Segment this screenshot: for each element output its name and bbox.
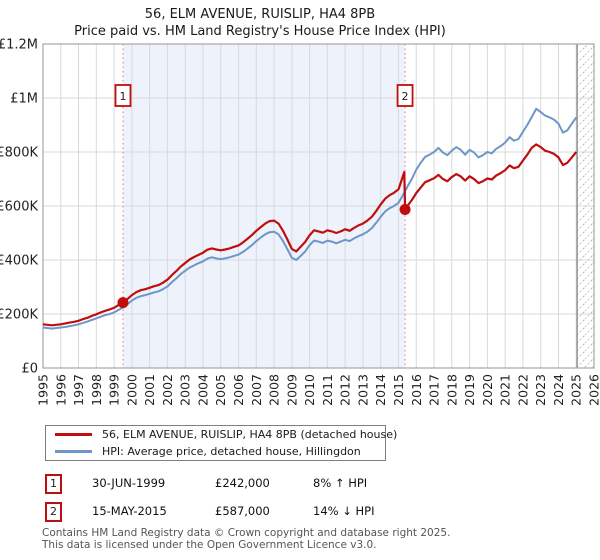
x-axis-tick-label: 1999 <box>107 374 122 406</box>
sale-marker-number: 2 <box>402 90 409 103</box>
x-axis-tick-label: 2014 <box>373 374 388 406</box>
x-axis-tick-label: 2012 <box>338 374 353 406</box>
property-line-swatch <box>55 433 92 437</box>
legend-label-hpi: HPI: Average price, detached house, Hill… <box>102 444 361 458</box>
chart-title-block: 56, ELM AVENUE, RUISLIP, HA4 8PB Price p… <box>0 6 520 40</box>
x-axis-tick-label: 2019 <box>462 374 477 406</box>
x-axis-tick-label: 2009 <box>284 374 299 406</box>
x-axis-tick-label: 2008 <box>267 374 282 406</box>
sale-marker-flag <box>396 84 414 107</box>
x-axis-tick-label: 2020 <box>480 374 495 406</box>
price-chart: 1 2 £0 £200K £400K £600K £800K £1M £1.2M 1995 1996… <box>0 38 600 406</box>
sale-1-date: 30-JUN-1999 <box>92 476 166 490</box>
chart-subtitle: Price paid vs. HM Land Registry's House … <box>74 24 446 39</box>
x-axis-tick-label: 1995 <box>36 374 51 406</box>
sale-marker-number: 1 <box>119 90 126 103</box>
x-axis-tick-label: 2000 <box>124 374 139 406</box>
x-axis-tick-label: 2001 <box>142 374 157 406</box>
y-axis-tick-label: £800K <box>0 146 38 161</box>
x-axis-tick-label: 1997 <box>71 374 86 406</box>
sale-marker-flag <box>114 84 132 107</box>
sale-1-hpi-delta: 8% ↑ HPI <box>313 476 368 490</box>
x-axis-tick-label: 2025 <box>569 374 584 406</box>
hpi-line <box>42 107 578 330</box>
x-axis-tick-label: 2010 <box>302 374 317 406</box>
x-axis-tick-label: 2013 <box>355 374 370 406</box>
y-axis-tick-label: £200K <box>0 308 38 323</box>
chart-title: 56, ELM AVENUE, RUISLIP, HA4 8PB <box>144 7 376 22</box>
hpi-line-swatch <box>55 449 92 453</box>
sale-1-price: £242,000 <box>215 476 270 490</box>
future-hatch-band <box>577 44 594 368</box>
plot-border <box>42 43 595 369</box>
license-footer-line2: This data is licensed under the Open Gov… <box>42 538 377 551</box>
y-axis-tick-label: £600K <box>0 200 38 215</box>
legend-item-property: 56, ELM AVENUE, RUISLIP, HA4 8PB (detach… <box>46 428 397 442</box>
x-axis-tick-label: 2026 <box>587 374 600 406</box>
y-axis-tick-label: £1.2M <box>0 38 38 53</box>
sale-marker-dot <box>399 204 411 216</box>
legend-item-hpi: HPI: Average price, detached house, Hill… <box>46 445 385 459</box>
x-axis-tick-label: 2011 <box>320 374 335 406</box>
x-axis-tick-label: 2005 <box>213 374 228 406</box>
x-axis-tick-label: 2002 <box>160 374 175 406</box>
sale-annotation-row-1: 1 30-JUN-1999 £242,000 8% ↑ HPI <box>45 474 565 494</box>
x-axis-tick-label: 2022 <box>515 374 530 406</box>
y-axis-tick-label: £1M <box>10 92 38 107</box>
x-axis-tick-label: 2018 <box>444 374 459 406</box>
sale-2-price: £587,000 <box>215 504 270 518</box>
x-axis-tick-label: 2015 <box>391 374 406 406</box>
x-axis-tick-label: 2024 <box>551 374 566 406</box>
x-axis-tick-label: 2003 <box>178 374 193 406</box>
x-axis-tick-label: 2021 <box>498 374 513 406</box>
sale-annotation-row-2: 2 15-MAY-2015 £587,000 14% ↓ HPI <box>45 502 565 522</box>
x-axis-tick-label: 2006 <box>231 374 246 406</box>
y-axis-tick-label: £0 <box>21 362 38 377</box>
x-axis-tick-label: 2023 <box>533 374 548 406</box>
y-axis-tick-label: £400K <box>0 254 38 269</box>
sale-2-number-badge: 2 <box>45 502 62 522</box>
x-axis-tick-label: 2017 <box>427 374 442 406</box>
x-axis-tick-label: 1996 <box>53 374 68 406</box>
x-axis-tick-label: 2007 <box>249 374 264 406</box>
legend-label-property: 56, ELM AVENUE, RUISLIP, HA4 8PB (detach… <box>102 428 398 442</box>
x-axis-tick-label: 2004 <box>195 374 210 406</box>
license-footer: Contains HM Land Registry data © Crown c… <box>42 527 451 551</box>
property-price-line <box>42 143 578 327</box>
x-axis-tick-label: 1998 <box>89 374 104 406</box>
sale-marker-dot <box>117 297 129 309</box>
sale-1-number-badge: 1 <box>45 474 62 494</box>
x-axis-tick-label: 2016 <box>409 374 424 406</box>
license-footer-line1: Contains HM Land Registry data © Crown c… <box>42 527 451 539</box>
sale-2-date: 15-MAY-2015 <box>92 504 167 518</box>
sale-2-hpi-delta: 14% ↓ HPI <box>313 504 375 518</box>
chart-legend: 56, ELM AVENUE, RUISLIP, HA4 8PB (detach… <box>45 425 397 461</box>
